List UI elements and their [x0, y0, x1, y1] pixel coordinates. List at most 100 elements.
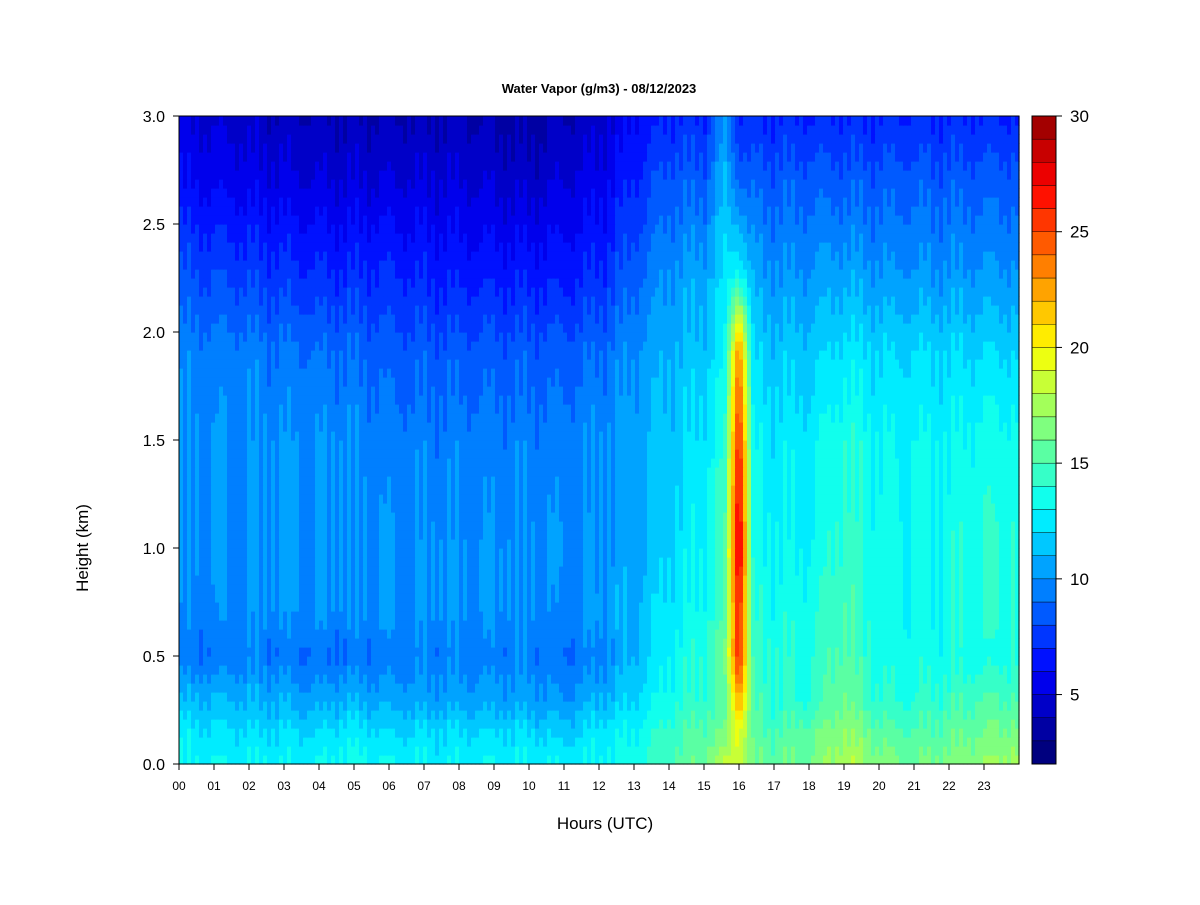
heatmap-cell: [615, 728, 620, 738]
heatmap-cell: [871, 656, 876, 666]
heatmap-cell: [427, 746, 432, 756]
heatmap-cell: [435, 593, 440, 603]
heatmap-cell: [535, 557, 540, 567]
heatmap-cell: [651, 566, 656, 576]
heatmap-cell: [755, 737, 760, 747]
heatmap-cell: [783, 755, 788, 765]
heatmap-cell: [871, 746, 876, 756]
heatmap-cell: [487, 746, 492, 756]
heatmap-cell: [823, 746, 828, 756]
heatmap-cell: [623, 611, 628, 621]
heatmap-cell: [563, 557, 568, 567]
heatmap-cell: [551, 755, 556, 765]
heatmap-cell: [499, 656, 504, 666]
heatmap-cell: [307, 692, 312, 702]
heatmap-cell: [539, 665, 544, 675]
heatmap-cell: [559, 557, 564, 567]
heatmap-cell: [879, 746, 884, 756]
heatmap-cell: [879, 557, 884, 567]
heatmap-cell: [1011, 665, 1016, 675]
heatmap-cell: [403, 719, 408, 729]
heatmap-cell: [451, 647, 456, 657]
heatmap-cell: [891, 566, 896, 576]
heatmap-cell: [899, 692, 904, 702]
heatmap-cell: [295, 548, 300, 558]
heatmap-cell: [847, 584, 852, 594]
heatmap-cell: [443, 602, 448, 612]
heatmap-cell: [711, 602, 716, 612]
heatmap-cell: [439, 620, 444, 630]
heatmap-cell: [939, 674, 944, 684]
heatmap-cell: [391, 656, 396, 666]
heatmap-cell: [287, 692, 292, 702]
heatmap-cell: [223, 593, 228, 603]
heatmap-cell: [287, 719, 292, 729]
heatmap-cell: [263, 692, 268, 702]
heatmap-cell: [879, 620, 884, 630]
heatmap-cell: [623, 719, 628, 729]
heatmap-cell: [523, 746, 528, 756]
heatmap-cell: [359, 656, 364, 666]
heatmap-cell: [627, 548, 632, 558]
heatmap-cell: [295, 647, 300, 657]
heatmap-cell: [779, 638, 784, 648]
heatmap-cell: [519, 629, 524, 639]
heatmap-cell: [911, 557, 916, 567]
heatmap-cell: [783, 638, 788, 648]
heatmap-cell: [923, 665, 928, 675]
heatmap-cell: [607, 728, 612, 738]
heatmap-cell: [431, 620, 436, 630]
heatmap-cell: [891, 737, 896, 747]
heatmap-cell: [719, 548, 724, 558]
heatmap-cell: [1011, 584, 1016, 594]
heatmap-cell: [483, 701, 488, 711]
heatmap-cell: [739, 674, 744, 684]
heatmap-cell: [567, 629, 572, 639]
heatmap-cell: [491, 683, 496, 693]
heatmap-cell: [219, 665, 224, 675]
heatmap-cell: [443, 710, 448, 720]
heatmap-cell: [371, 593, 376, 603]
heatmap-cell: [587, 746, 592, 756]
heatmap-cell: [419, 719, 424, 729]
heatmap-cell: [399, 557, 404, 567]
heatmap-cell: [903, 593, 908, 603]
heatmap-cell: [967, 719, 972, 729]
heatmap-cell: [539, 548, 544, 558]
heatmap-cell: [683, 665, 688, 675]
heatmap-cell: [611, 755, 616, 765]
heatmap-cell: [479, 683, 484, 693]
heatmap-cell: [879, 674, 884, 684]
heatmap-cell: [923, 683, 928, 693]
heatmap-cell: [987, 701, 992, 711]
heatmap-cell: [895, 692, 900, 702]
heatmap-cell: [895, 566, 900, 576]
heatmap-cell: [227, 692, 232, 702]
heatmap-cell: [635, 674, 640, 684]
heatmap-cell: [623, 566, 628, 576]
heatmap-cell: [439, 584, 444, 594]
heatmap-cell: [423, 620, 428, 630]
heatmap-cell: [319, 665, 324, 675]
heatmap-cell: [315, 692, 320, 702]
heatmap-cell: [243, 701, 248, 711]
heatmap-cell: [315, 575, 320, 585]
heatmap-cell: [543, 737, 548, 747]
heatmap-cell: [947, 557, 952, 567]
heatmap-cell: [451, 557, 456, 567]
heatmap-cell: [491, 665, 496, 675]
heatmap-cell: [927, 620, 932, 630]
heatmap-cell: [227, 701, 232, 711]
heatmap-cell: [307, 638, 312, 648]
heatmap-cell: [351, 656, 356, 666]
heatmap-cell: [567, 620, 572, 630]
heatmap-cell: [455, 665, 460, 675]
heatmap-cell: [979, 755, 984, 765]
heatmap-cell: [699, 737, 704, 747]
heatmap-cell: [551, 584, 556, 594]
heatmap-cell: [291, 755, 296, 765]
heatmap-cell: [739, 728, 744, 738]
heatmap-cell: [183, 602, 188, 612]
heatmap-cell: [195, 566, 200, 576]
heatmap-cell: [831, 566, 836, 576]
